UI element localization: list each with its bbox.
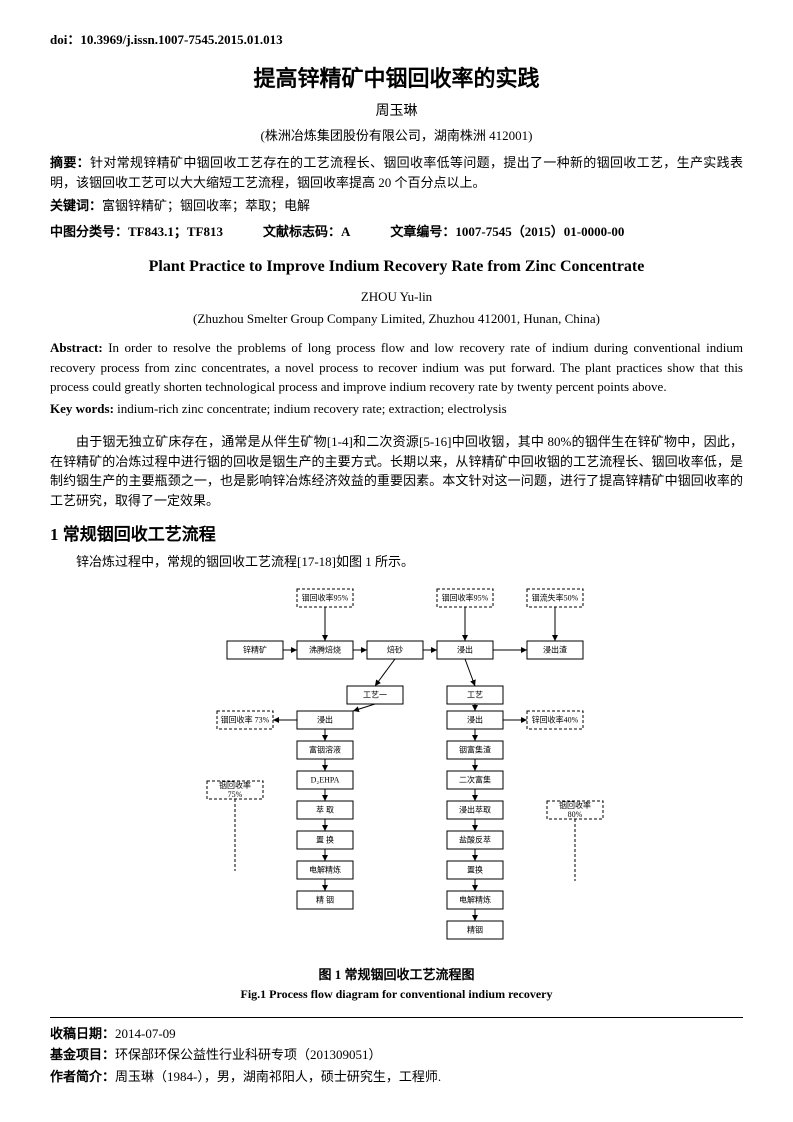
introduction-paragraph: 由于铟无独立矿床存在，通常是从伴生矿物[1-4]和二次资源[5-16]中回收铟，… (50, 432, 743, 510)
svg-text:锌回收率40%: 锌回收率40% (531, 715, 578, 725)
svg-text:沸腾焙烧: 沸腾焙烧 (309, 645, 341, 655)
doccode-label: 文献标志码： (263, 224, 341, 239)
svg-text:置换: 置换 (467, 865, 483, 875)
svg-text:精 铟: 精 铟 (316, 895, 334, 905)
figure-1: 铟回收率95% 铟回收率95% 铟流失率50% 铟回收率 73% 锌回收率40% 铟回收率… (50, 581, 743, 1003)
abstract-cn-label: 摘要： (50, 155, 90, 170)
articleid-label: 文章编号： (390, 224, 455, 239)
svg-text:富铟溶液: 富铟溶液 (309, 745, 341, 755)
footer-rule (50, 1017, 743, 1018)
svg-text:精铟: 精铟 (467, 925, 483, 935)
svg-text:铟回收率 73%: 铟回收率 73% (220, 715, 269, 725)
svg-text:铟流失率50%: 铟流失率50% (531, 593, 578, 603)
received-value: 2014-07-09 (115, 1026, 176, 1041)
doccode-value: A (341, 224, 350, 239)
svg-text:80%: 80% (567, 810, 582, 819)
articleid-value: 1007-7545（2015）01-0000-00 (455, 224, 624, 239)
abstract-en-label: Abstract: (50, 340, 108, 355)
svg-text:二次富集: 二次富集 (459, 775, 491, 785)
svg-text:工艺一: 工艺一 (363, 691, 387, 700)
svg-text:浸出: 浸出 (457, 645, 473, 655)
keywords-en-label: Key words: (50, 401, 117, 416)
author-chinese: 周玉琳 (50, 101, 743, 122)
section-1-body: 锌冶炼过程中，常规的铟回收工艺流程[17-18]如图 1 所示。 (50, 552, 743, 572)
fund-info: 基金项目：环保部环保公益性行业科研专项（201309051） (50, 1045, 743, 1065)
abstract-en-text: In order to resolve the problems of long… (50, 340, 743, 394)
bio-label: 作者简介： (50, 1069, 115, 1084)
bio-value: 周玉琳（1984-），男，湖南祁阳人，硕士研究生，工程师. (115, 1069, 441, 1084)
svg-text:工艺: 工艺 (467, 691, 483, 700)
svg-text:浸出萃取: 浸出萃取 (459, 805, 491, 815)
svg-text:浸出: 浸出 (317, 715, 333, 725)
figure-caption-en: Fig.1 Process flow diagram for conventio… (50, 985, 743, 1003)
fund-label: 基金项目： (50, 1047, 115, 1062)
author-english: ZHOU Yu-lin (50, 287, 743, 307)
svg-text:浸出: 浸出 (467, 715, 483, 725)
svg-text:铟回收率: 铟回收率 (219, 780, 251, 790)
abstract-english: Abstract: In order to resolve the proble… (50, 338, 743, 397)
title-chinese: 提高锌精矿中铟回收率的实践 (50, 62, 743, 95)
svg-text:盐酸反萃: 盐酸反萃 (459, 835, 491, 845)
keywords-english: Key words: indium-rich zinc concentrate;… (50, 399, 743, 419)
classification-line: 中图分类号：TF843.1；TF813 文献标志码：A 文章编号：1007-75… (50, 222, 743, 242)
affiliation-english: (Zhuzhou Smelter Group Company Limited, … (50, 309, 743, 329)
svg-text:电解精炼: 电解精炼 (309, 865, 341, 875)
svg-text:铟回收率95%: 铟回收率95% (301, 593, 348, 603)
section-1-heading: 1 常规铟回收工艺流程 (50, 522, 743, 548)
doi-line: doi：10.3969/j.issn.1007-7545.2015.01.013 (50, 30, 743, 50)
flowchart-diagram: 铟回收率95% 铟回收率95% 铟流失率50% 铟回收率 73% 锌回收率40% 铟回收率… (187, 581, 607, 961)
svg-text:锌精矿: 锌精矿 (243, 645, 267, 655)
keywords-en-text: indium-rich zinc concentrate; indium rec… (117, 401, 506, 416)
svg-text:电解精炼: 电解精炼 (459, 895, 491, 905)
svg-text:75%: 75% (227, 790, 242, 799)
clc-value: TF843.1；TF813 (128, 224, 223, 239)
received-date: 收稿日期：2014-07-09 (50, 1024, 743, 1044)
svg-text:铟回收率95%: 铟回收率95% (441, 593, 488, 603)
fund-value: 环保部环保公益性行业科研专项（201309051） (115, 1047, 382, 1062)
abstract-chinese: 摘要：针对常规锌精矿中铟回收工艺存在的工艺流程长、铟回收率低等问题，提出了一种新… (50, 153, 743, 192)
svg-text:浸出渣: 浸出渣 (543, 645, 567, 655)
abstract-cn-text: 针对常规锌精矿中铟回收工艺存在的工艺流程长、铟回收率低等问题，提出了一种新的铟回… (50, 155, 743, 190)
received-label: 收稿日期： (50, 1026, 115, 1041)
keywords-chinese: 关键词：富铟锌精矿；铟回收率；萃取；电解 (50, 196, 743, 216)
svg-text:置 换: 置 换 (316, 835, 334, 845)
figure-caption-cn: 图 1 常规铟回收工艺流程图 (50, 965, 743, 985)
svg-text:D₂EHPA: D₂EHPA (310, 776, 339, 785)
author-bio: 作者简介：周玉琳（1984-），男，湖南祁阳人，硕士研究生，工程师. (50, 1067, 743, 1087)
svg-text:焙砂: 焙砂 (387, 645, 403, 655)
svg-text:铟富集渣: 铟富集渣 (459, 745, 491, 755)
title-english: Plant Practice to Improve Indium Recover… (50, 255, 743, 279)
keywords-cn-label: 关键词： (50, 198, 102, 213)
svg-text:铟回收率: 铟回收率 (559, 800, 591, 810)
affiliation-chinese: (株洲冶炼集团股份有限公司，湖南株洲 412001) (50, 126, 743, 146)
clc-label: 中图分类号： (50, 224, 128, 239)
svg-text:萃 取: 萃 取 (316, 805, 334, 815)
keywords-cn-text: 富铟锌精矿；铟回收率；萃取；电解 (102, 198, 310, 213)
